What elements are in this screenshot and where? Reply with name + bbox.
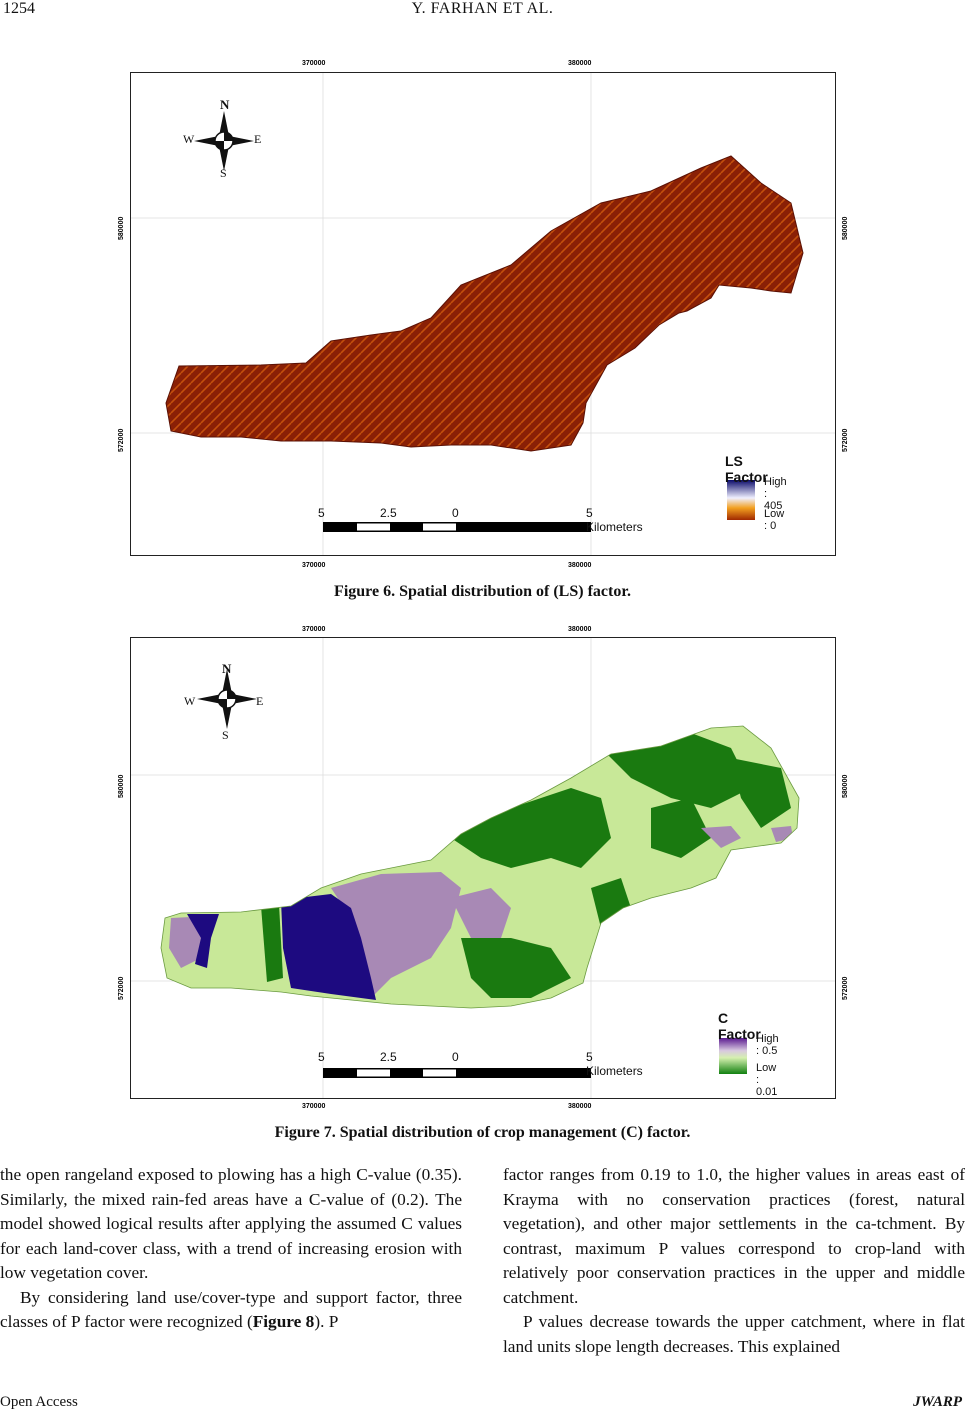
- coord-y-right-top: 580000: [842, 216, 849, 240]
- page-number: 1254: [3, 0, 35, 17]
- text-run: By considering land use/cover-type and s…: [0, 1287, 462, 1332]
- compass-w: W: [183, 132, 195, 146]
- map-frame-ls: [130, 72, 836, 556]
- coord-y-left-bottom: 572000: [118, 976, 125, 1000]
- coord-y-left-top: 580000: [118, 774, 125, 798]
- scale-label-5: 5: [318, 506, 325, 520]
- coord-y-right-bottom: 572000: [842, 428, 849, 452]
- legend-title: C Factor: [718, 1010, 761, 1042]
- paragraph: the open rangeland exposed to plowing ha…: [0, 1165, 462, 1282]
- coord-y-right-top: 580000: [842, 774, 849, 798]
- scale-bar: [323, 522, 591, 532]
- coord-x-top-right: 380000: [568, 626, 592, 633]
- ls-legend-swatch: [727, 480, 755, 520]
- footer-journal: JWARP: [913, 1394, 962, 1410]
- legend-low: Low : 0.01: [756, 1062, 778, 1098]
- figure-7-caption: Figure 7. Spatial distribution of crop m…: [274, 1124, 691, 1141]
- coord-y-left-bottom: 572000: [118, 428, 125, 452]
- footer-open-access: Open Access: [0, 1394, 78, 1410]
- legend-high: High : 405: [764, 476, 787, 512]
- compass-e: E: [256, 694, 264, 708]
- map-frame-c: [130, 637, 836, 1099]
- compass-icon: [194, 111, 254, 171]
- scale-label-km: 5 Kilometers: [586, 506, 643, 534]
- text-run: ). P: [314, 1312, 339, 1331]
- legend-low: Low : 0: [764, 508, 785, 532]
- scale-label-2-5: 2.5: [380, 1050, 397, 1064]
- ls-map-svg: [131, 73, 835, 555]
- coord-x-top-left: 370000: [302, 626, 326, 633]
- paragraph: factor ranges from 0.19 to 1.0, the high…: [503, 1165, 965, 1307]
- coord-y-right-bottom: 572000: [842, 976, 849, 1000]
- figure-8-ref[interactable]: Figure 8: [252, 1312, 315, 1331]
- coord-x-bottom-right: 380000: [568, 1103, 592, 1110]
- ls-catchment: [165, 155, 804, 452]
- compass-n: N: [220, 97, 230, 112]
- scale-bar: [323, 1068, 591, 1078]
- coord-x-top-left: 370000: [302, 60, 326, 67]
- compass-e: E: [254, 132, 262, 146]
- legend-title: LS Factor: [725, 453, 768, 485]
- scale-label-0: 0: [452, 1050, 459, 1064]
- compass-w: W: [184, 694, 196, 708]
- compass-icon: [197, 669, 257, 729]
- legend-high: High : 0.5: [756, 1033, 779, 1057]
- c-legend-swatch: [719, 1038, 747, 1074]
- running-title: Y. FARHAN ET AL.: [411, 0, 554, 17]
- compass-s: S: [222, 728, 229, 742]
- coord-x-bottom-right: 380000: [568, 562, 592, 569]
- paragraph: By considering land use/cover-type and s…: [0, 1286, 462, 1335]
- right-column: factor ranges from 0.19 to 1.0, the high…: [503, 1163, 965, 1359]
- compass-n: N: [222, 661, 232, 676]
- c-map-svg: [131, 638, 835, 1098]
- scale-label-km: 5 Kilometers: [586, 1050, 643, 1078]
- scale-label-5: 5: [318, 1050, 325, 1064]
- coord-x-bottom-left: 370000: [302, 1103, 326, 1110]
- left-column: the open rangeland exposed to plowing ha…: [0, 1163, 462, 1335]
- coord-x-top-right: 380000: [568, 60, 592, 67]
- coord-y-left-top: 580000: [118, 216, 125, 240]
- scale-label-0: 0: [452, 506, 459, 520]
- paragraph: P values decrease towards the upper catc…: [503, 1312, 965, 1356]
- coord-x-bottom-left: 370000: [302, 562, 326, 569]
- scale-label-2-5: 2.5: [380, 506, 397, 520]
- figure-6-caption: Figure 6. Spatial distribution of (LS) f…: [334, 583, 631, 600]
- compass-s: S: [220, 166, 227, 180]
